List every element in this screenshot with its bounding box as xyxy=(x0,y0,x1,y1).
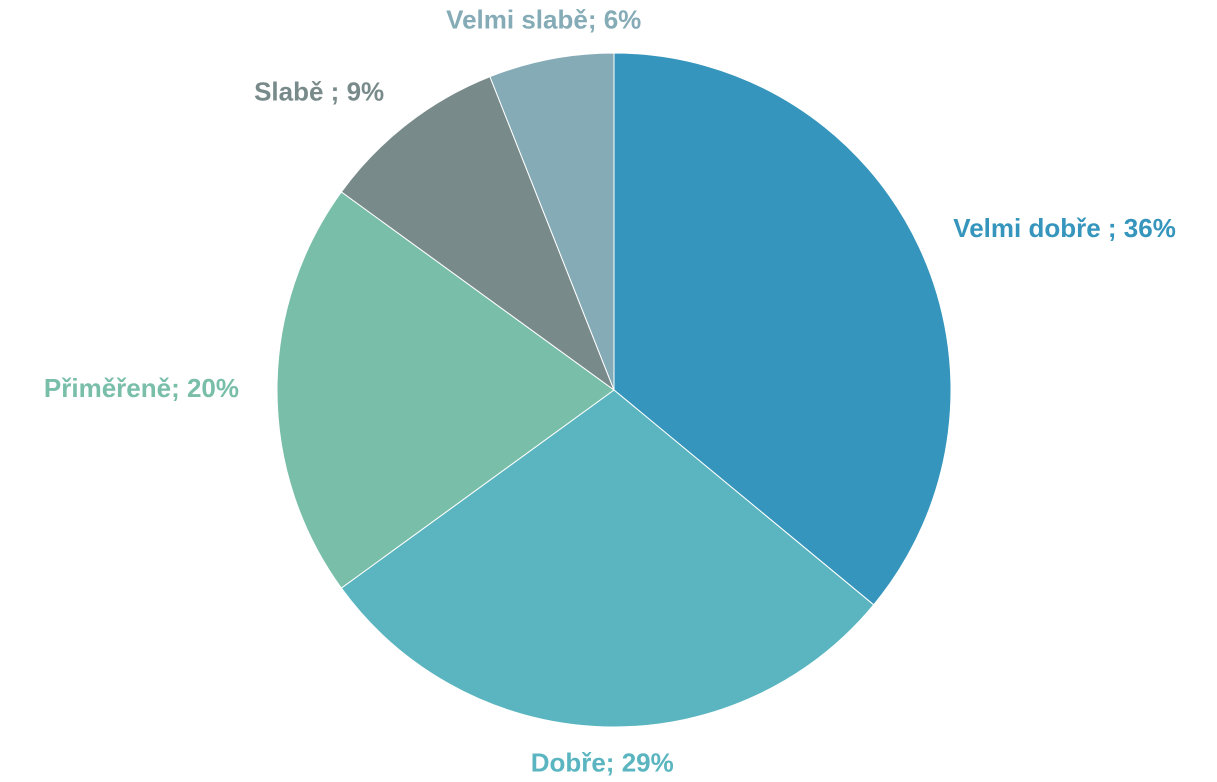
slice-label: Dobře; 29% xyxy=(531,748,674,778)
slice-label: Velmi slabě; 6% xyxy=(446,5,641,35)
pie-slice xyxy=(613,52,952,606)
pie-slice xyxy=(489,52,615,391)
pie-slice xyxy=(340,76,616,392)
slice-label: Velmi dobře ; 36% xyxy=(953,213,1176,243)
slice-label: Přiměřeně; 20% xyxy=(44,373,239,403)
pie-slice xyxy=(276,191,615,589)
slice-label: Slabě ; 9% xyxy=(254,77,384,107)
pie-slice xyxy=(340,389,875,728)
